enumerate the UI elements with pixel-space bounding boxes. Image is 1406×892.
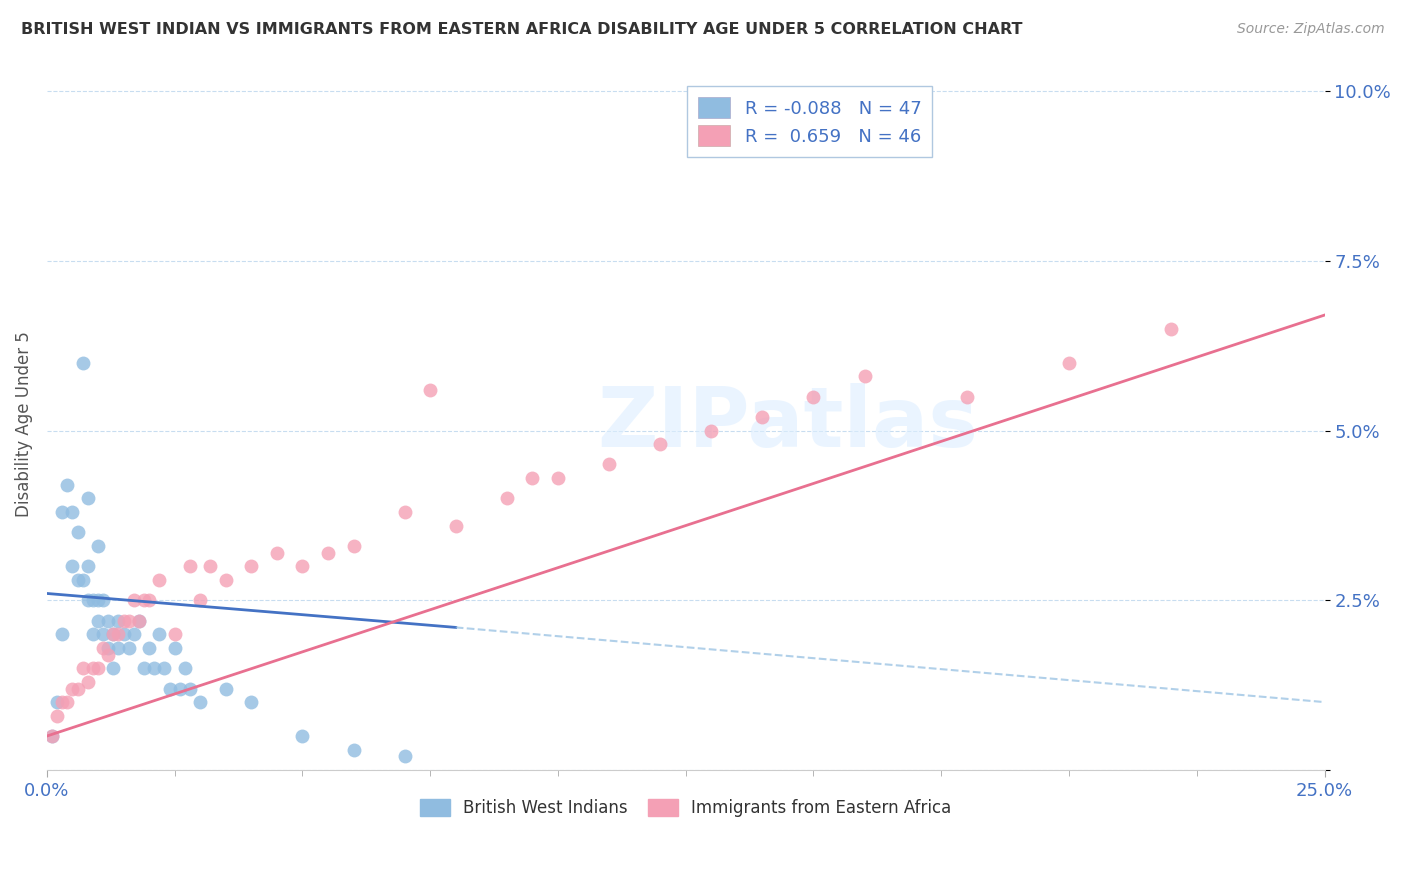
Point: [163, 640, 186, 655]
Point: [51, 695, 73, 709]
Point: [316, 546, 339, 560]
Point: [51, 505, 73, 519]
Point: [62, 505, 84, 519]
Text: ZIPatlas: ZIPatlas: [598, 384, 979, 464]
Point: [112, 614, 135, 628]
Point: [97, 648, 120, 662]
Point: [419, 383, 441, 397]
Text: BRITISH WEST INDIAN VS IMMIGRANTS FROM EASTERN AFRICA DISABILITY AGE UNDER 5 COR: BRITISH WEST INDIAN VS IMMIGRANTS FROM E…: [21, 22, 1022, 37]
Point: [215, 573, 238, 587]
Point: [751, 409, 773, 424]
Point: [522, 471, 544, 485]
Point: [1160, 321, 1182, 335]
Point: [266, 546, 288, 560]
Point: [215, 681, 238, 696]
Point: [97, 640, 120, 655]
Point: [66, 681, 89, 696]
Legend: British West Indians, Immigrants from Eastern Africa: British West Indians, Immigrants from Ea…: [413, 792, 957, 824]
Y-axis label: Disability Age Under 5: Disability Age Under 5: [15, 331, 32, 516]
Point: [1057, 356, 1080, 370]
Point: [107, 640, 129, 655]
Text: Source: ZipAtlas.com: Source: ZipAtlas.com: [1237, 22, 1385, 37]
Point: [803, 390, 825, 404]
Point: [97, 614, 120, 628]
Point: [128, 614, 150, 628]
Point: [91, 627, 114, 641]
Point: [132, 661, 155, 675]
Point: [200, 559, 222, 574]
Point: [143, 661, 166, 675]
Point: [76, 593, 98, 607]
Point: [41, 729, 63, 743]
Point: [650, 437, 672, 451]
Point: [46, 695, 69, 709]
Point: [138, 640, 160, 655]
Point: [103, 661, 125, 675]
Point: [82, 627, 104, 641]
Point: [103, 627, 125, 641]
Point: [188, 593, 211, 607]
Point: [122, 593, 145, 607]
Point: [291, 729, 314, 743]
Point: [179, 559, 201, 574]
Point: [76, 559, 98, 574]
Point: [51, 627, 73, 641]
Point: [118, 640, 141, 655]
Point: [87, 661, 110, 675]
Point: [72, 573, 94, 587]
Point: [118, 614, 141, 628]
Point: [132, 593, 155, 607]
Point: [700, 424, 723, 438]
Point: [444, 518, 467, 533]
Point: [46, 708, 69, 723]
Point: [342, 539, 364, 553]
Point: [103, 627, 125, 641]
Point: [62, 559, 84, 574]
Point: [179, 681, 201, 696]
Point: [66, 525, 89, 540]
Point: [394, 505, 416, 519]
Point: [188, 695, 211, 709]
Point: [148, 573, 170, 587]
Point: [163, 627, 186, 641]
Point: [107, 614, 129, 628]
Point: [169, 681, 191, 696]
Point: [112, 627, 135, 641]
Point: [342, 742, 364, 756]
Point: [87, 539, 110, 553]
Point: [82, 661, 104, 675]
Point: [598, 458, 620, 472]
Point: [76, 491, 98, 506]
Point: [547, 471, 569, 485]
Point: [72, 356, 94, 370]
Point: [56, 478, 79, 492]
Point: [87, 593, 110, 607]
Point: [495, 491, 517, 506]
Point: [91, 640, 114, 655]
Point: [56, 695, 79, 709]
Point: [82, 593, 104, 607]
Point: [122, 627, 145, 641]
Point: [956, 390, 979, 404]
Point: [72, 661, 94, 675]
Point: [66, 573, 89, 587]
Point: [159, 681, 181, 696]
Point: [76, 674, 98, 689]
Point: [173, 661, 195, 675]
Point: [107, 627, 129, 641]
Point: [853, 369, 876, 384]
Point: [148, 627, 170, 641]
Point: [153, 661, 176, 675]
Point: [62, 681, 84, 696]
Point: [128, 614, 150, 628]
Point: [87, 614, 110, 628]
Point: [240, 695, 263, 709]
Point: [91, 593, 114, 607]
Point: [138, 593, 160, 607]
Point: [291, 559, 314, 574]
Point: [240, 559, 263, 574]
Point: [394, 749, 416, 764]
Point: [41, 729, 63, 743]
